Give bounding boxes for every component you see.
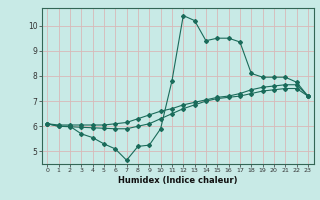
X-axis label: Humidex (Indice chaleur): Humidex (Indice chaleur) <box>118 176 237 185</box>
